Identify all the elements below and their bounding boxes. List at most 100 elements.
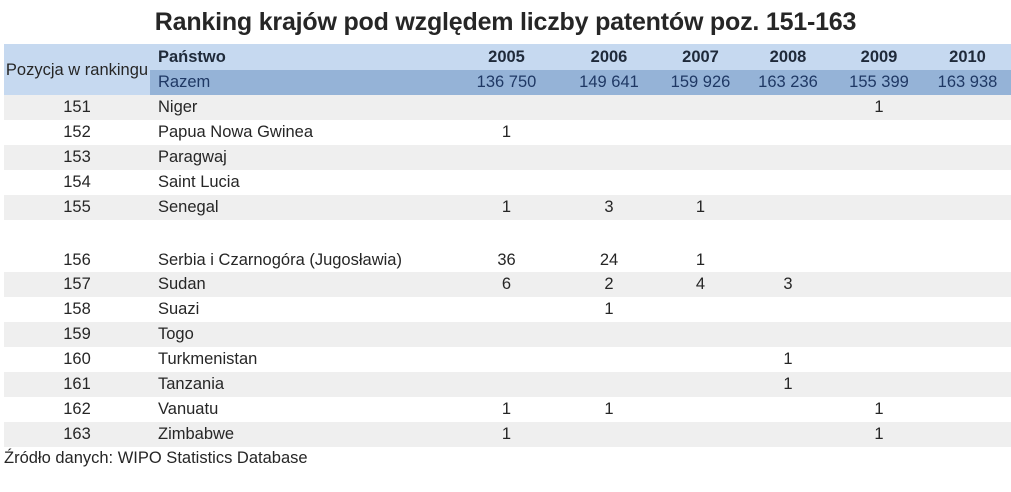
- patent-count: 1: [874, 425, 884, 443]
- total-value: 163 938: [937, 73, 998, 91]
- total-value: 155 399: [849, 73, 909, 91]
- header-row: Państwo 2005 2006 2007 2008 2009 2010: [150, 44, 1011, 70]
- country-name: Saint Lucia: [158, 173, 240, 191]
- table-row: 160 Turkmenistan 1: [4, 347, 1011, 372]
- patent-count: [454, 347, 559, 372]
- year-header: 2007: [682, 47, 719, 66]
- patent-count: [834, 297, 924, 322]
- rank-position: 160: [63, 350, 91, 368]
- total-value: 159 926: [670, 73, 731, 91]
- patent-count: [659, 322, 742, 347]
- patent-count: [742, 170, 834, 195]
- table-row: 154 Saint Lucia: [4, 170, 1011, 195]
- patent-count: 1: [501, 123, 512, 141]
- table-row: 152 Papua Nowa Gwinea 1: [4, 120, 1011, 145]
- patent-count: [559, 322, 659, 347]
- table-row: 161 Tanzania 1: [4, 372, 1011, 397]
- country-name: Senegal: [158, 198, 219, 216]
- patent-count: [742, 145, 834, 170]
- patent-count: [742, 220, 834, 272]
- country-name: Niger: [158, 98, 198, 116]
- patent-count: [924, 95, 1011, 120]
- rank-position: 161: [63, 375, 91, 393]
- patent-count: [659, 372, 742, 397]
- rank-position: 163: [63, 425, 91, 443]
- table-row: 151 Niger 1: [4, 95, 1011, 120]
- country-name: Turkmenistan: [158, 350, 258, 368]
- rank-position: 151: [63, 98, 91, 116]
- patent-count: 2: [604, 275, 614, 293]
- patent-count: [742, 397, 834, 422]
- patent-count: [924, 297, 1011, 322]
- year-header: 2006: [590, 47, 628, 66]
- patent-count: [559, 95, 659, 120]
- rank-position: 157: [63, 275, 91, 293]
- patent-count: [924, 145, 1011, 170]
- patent-count: 1: [783, 350, 793, 368]
- country-name: Suazi: [158, 300, 200, 318]
- patent-count: [659, 347, 742, 372]
- position-column-header: Pozycja w rankingu: [4, 44, 150, 95]
- patent-count: 1: [695, 251, 706, 269]
- patent-count: [559, 372, 659, 397]
- year-header: 2009: [860, 47, 898, 66]
- patent-count: 1: [604, 400, 614, 418]
- patent-count: [924, 372, 1011, 397]
- patent-count: [659, 397, 742, 422]
- patent-count: 36: [497, 251, 516, 269]
- country-name: Papua Nowa Gwinea: [158, 123, 314, 141]
- patent-count: [924, 422, 1011, 447]
- patent-count: [559, 170, 659, 195]
- patent-count: 1: [501, 400, 512, 418]
- patent-count: [924, 195, 1011, 220]
- rank-position: 152: [63, 123, 91, 141]
- total-value: 149 641: [579, 73, 639, 91]
- total-value: 136 750: [476, 73, 537, 91]
- patent-count: [924, 347, 1011, 372]
- patent-count: [742, 95, 834, 120]
- patent-count: [834, 220, 924, 272]
- patent-count: [834, 145, 924, 170]
- patent-count: [834, 195, 924, 220]
- rank-position: 162: [63, 400, 91, 418]
- table-row: 156 Serbia i Czarnogóra (Jugosławia) 36 24 1: [4, 220, 1011, 272]
- patent-count: [659, 120, 742, 145]
- patent-count: [454, 170, 559, 195]
- table-row: 153 Paragwaj: [4, 145, 1011, 170]
- country-name: Togo: [158, 325, 194, 343]
- total-row: Razem 136 750 149 641 159 926 163 236 15…: [150, 70, 1011, 95]
- patent-count: [924, 120, 1011, 145]
- patent-count: 24: [599, 251, 619, 269]
- patent-count: [742, 120, 834, 145]
- patent-count: [454, 372, 559, 397]
- patent-count: 1: [501, 198, 512, 216]
- patent-count: [454, 145, 559, 170]
- country-name: Sudan: [158, 275, 206, 293]
- patent-count: [659, 95, 742, 120]
- patent-count: [659, 145, 742, 170]
- patent-count: [742, 297, 834, 322]
- patent-count: [834, 347, 924, 372]
- rank-position: 154: [63, 173, 91, 191]
- patent-count: 1: [874, 400, 884, 418]
- patent-count: 1: [604, 300, 614, 318]
- country-name: Tanzania: [158, 375, 225, 393]
- country-column-header: Państwo: [158, 47, 226, 66]
- country-name: Paragwaj: [158, 148, 227, 166]
- patent-count: [834, 322, 924, 347]
- patent-count: 1: [695, 198, 706, 216]
- patent-count: [924, 272, 1011, 297]
- patent-count: [559, 145, 659, 170]
- patent-count: [924, 220, 1011, 272]
- year-header: 2010: [949, 47, 986, 66]
- data-source-note: Źródło danych: WIPO Statistics Database: [4, 449, 308, 467]
- patent-count: 1: [874, 98, 884, 116]
- rank-position: 158: [63, 300, 91, 318]
- patent-count: [559, 120, 659, 145]
- patent-count: [834, 272, 924, 297]
- patent-count: [742, 195, 834, 220]
- table-row: 157 Sudan 6 2 4 3: [4, 272, 1011, 297]
- total-value: 163 236: [758, 73, 818, 91]
- patent-count: 3: [604, 198, 614, 216]
- patent-count: [742, 422, 834, 447]
